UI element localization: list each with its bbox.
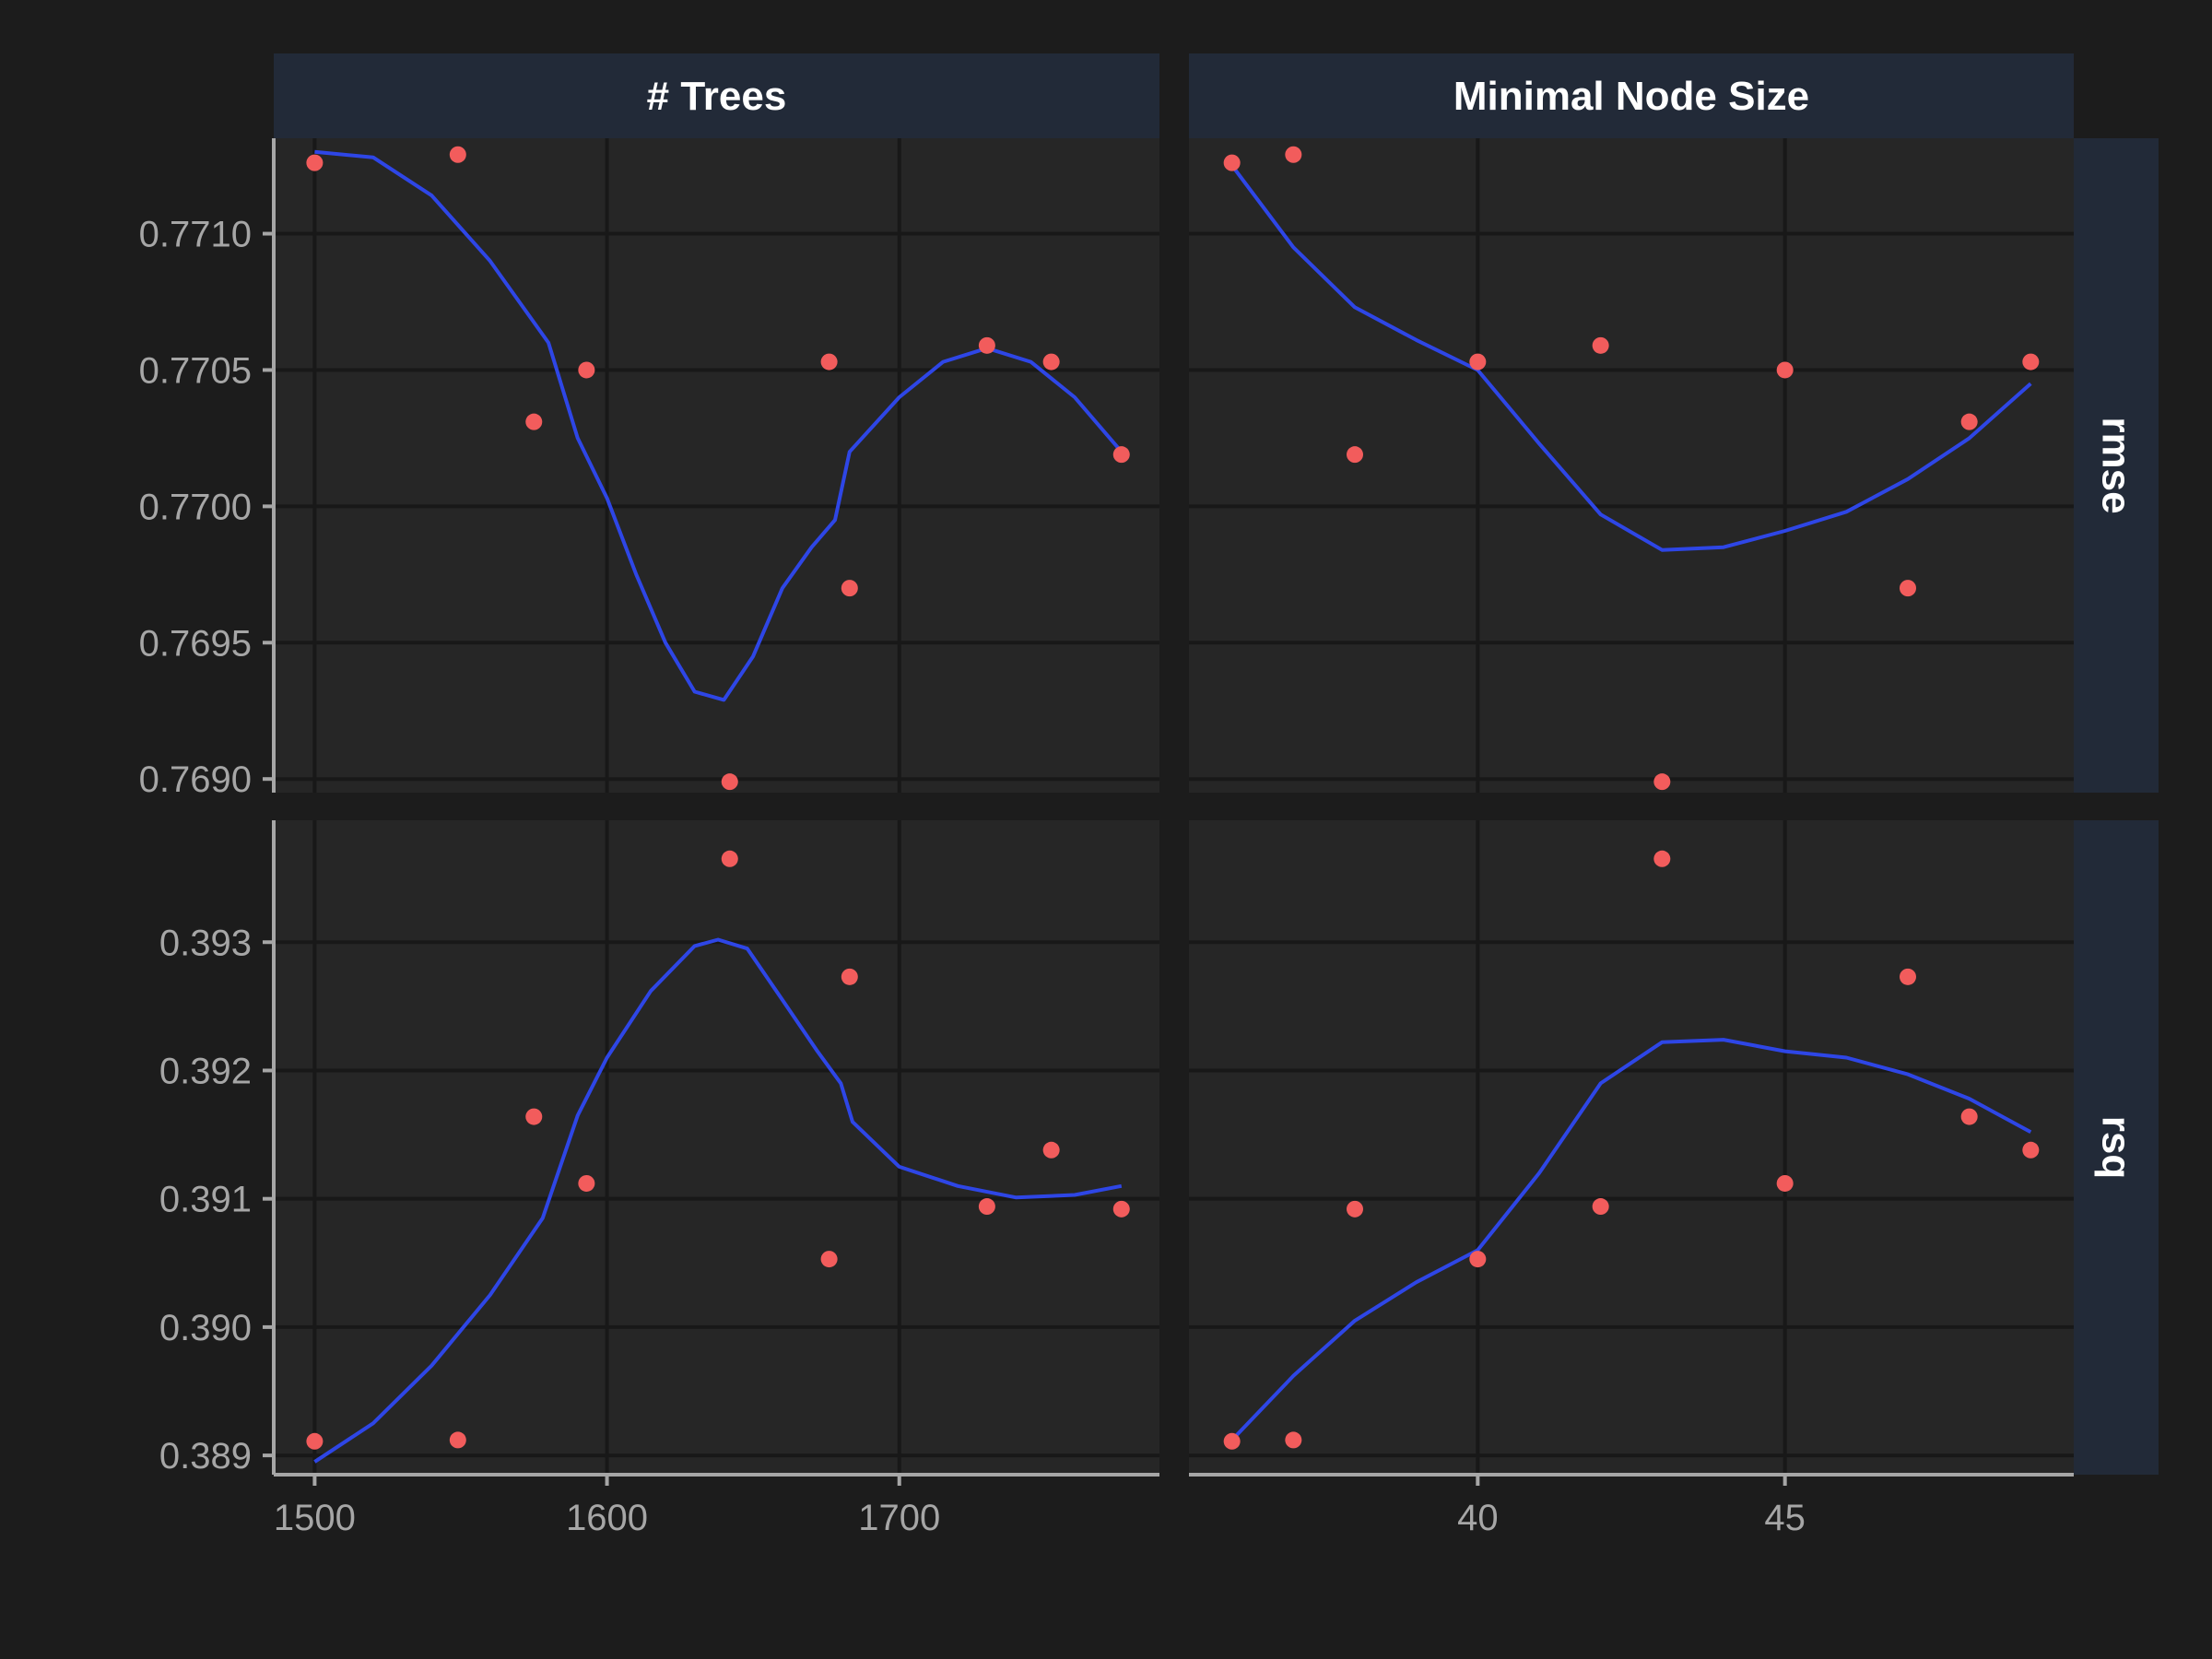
data-point: [1112, 446, 1130, 464]
data-point: [449, 1431, 466, 1449]
facet-label-col: Minimal Node Size: [1453, 74, 1809, 119]
data-point: [1285, 1431, 1302, 1449]
panel-background: [274, 820, 1159, 1475]
data-point: [1469, 353, 1487, 371]
data-point: [1347, 1200, 1363, 1218]
facet-strip-row: [2074, 820, 2159, 1475]
y-tick-label: 0.7710: [139, 215, 252, 255]
data-point: [1900, 580, 1916, 597]
data-point: [449, 146, 466, 163]
facet-strip-col: [1189, 53, 2074, 138]
panel-background: [1189, 138, 2074, 793]
y-tick-label: 0.389: [159, 1436, 252, 1477]
x-tick-label: 1700: [858, 1498, 940, 1538]
smooth-line: [1230, 1038, 2032, 1441]
y-tick-label: 0.393: [159, 923, 252, 963]
facet-panel: [1189, 138, 2074, 793]
data-point: [306, 1432, 324, 1450]
data-point: [1347, 446, 1363, 464]
data-point: [721, 850, 738, 867]
smooth-line: [1230, 164, 2032, 552]
data-point: [306, 154, 324, 171]
y-tick-label: 0.7690: [139, 759, 252, 800]
x-tick-label: 1600: [566, 1498, 648, 1538]
y-tick-label: 0.7695: [139, 623, 252, 664]
data-point: [1960, 1108, 1978, 1125]
data-point: [1469, 1251, 1487, 1268]
y-tick-label: 0.7705: [139, 350, 252, 391]
data-point: [1900, 968, 1916, 985]
data-point: [578, 361, 595, 379]
x-tick-label: 45: [1764, 1498, 1806, 1538]
data-point: [978, 1198, 995, 1216]
facet-panel: [274, 820, 1159, 1475]
data-point: [578, 1174, 595, 1192]
data-point: [2022, 1141, 2040, 1159]
data-point: [820, 353, 838, 371]
smooth-line: [314, 149, 1124, 702]
data-point: [1285, 146, 1302, 163]
data-point: [1223, 154, 1241, 171]
panel-background: [274, 138, 1159, 793]
y-tick-label: 0.392: [159, 1051, 252, 1091]
y-tick-label: 0.7700: [139, 487, 252, 527]
data-point: [1223, 1432, 1241, 1450]
facet-label-row: rmse: [2094, 417, 2139, 513]
facet-strip-col: [274, 53, 1159, 138]
x-tick-label: 40: [1457, 1498, 1499, 1538]
data-point: [1042, 353, 1060, 371]
data-point: [1776, 361, 1794, 379]
data-point: [1592, 336, 1609, 354]
data-point: [1592, 1198, 1609, 1216]
data-point: [525, 413, 543, 430]
data-point: [2022, 353, 2040, 371]
facet-strip-row: [2074, 138, 2159, 793]
facet-label-col: # Trees: [647, 74, 787, 119]
data-point: [1653, 850, 1671, 867]
data-point: [1042, 1141, 1060, 1159]
facet-label-row: rsq: [2094, 1116, 2139, 1179]
data-point: [1653, 773, 1671, 791]
panel-background: [1189, 820, 2074, 1475]
data-point: [525, 1108, 543, 1125]
y-tick-label: 0.390: [159, 1308, 252, 1348]
data-point: [1776, 1174, 1794, 1192]
facet-panel: [1189, 820, 2074, 1475]
data-point: [721, 773, 738, 791]
data-point: [841, 580, 858, 597]
data-point: [841, 968, 858, 985]
x-tick-label: 1500: [274, 1498, 356, 1538]
y-tick-label: 0.391: [159, 1180, 252, 1220]
data-point: [978, 336, 995, 354]
facet-panel: [274, 138, 1159, 793]
data-point: [1112, 1200, 1130, 1218]
data-point: [1960, 413, 1978, 430]
data-point: [820, 1251, 838, 1268]
smooth-line: [313, 937, 1123, 1464]
